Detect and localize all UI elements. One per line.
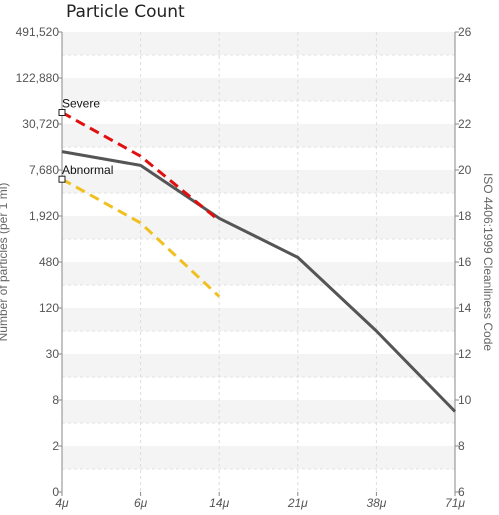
y-tick-label: 30 xyxy=(46,347,60,361)
series-line xyxy=(61,111,221,222)
y2-tick-label: 16 xyxy=(458,255,472,269)
x-tick-label: 71μ xyxy=(445,496,465,510)
grid-band xyxy=(62,400,455,423)
threshold-marker-label: Severe xyxy=(62,97,100,111)
grid-band xyxy=(62,124,455,147)
y2-tick-label: 8 xyxy=(458,439,465,453)
y2-tick-label: 14 xyxy=(458,301,472,315)
x-tick-label: 14μ xyxy=(209,496,229,510)
y2-tick-label: 24 xyxy=(458,71,472,85)
y2-tick-label: 20 xyxy=(458,163,472,177)
right-axis-ticks: 6 8 10 12 14 16 18 20 22 24 26 xyxy=(455,25,472,499)
y-tick-label: 0 xyxy=(52,485,59,499)
y-tick-label: 120 xyxy=(39,301,59,315)
grid-band xyxy=(62,32,455,55)
y2-tick-label: 12 xyxy=(458,347,472,361)
grid-band xyxy=(62,354,455,377)
threshold-markers: Severe Abnormal xyxy=(58,97,113,183)
grid-band xyxy=(62,170,455,193)
series-line xyxy=(61,177,221,298)
series-line xyxy=(61,150,457,413)
x-tick-label: 38μ xyxy=(366,496,386,510)
y-tick-label: 122,880 xyxy=(16,71,60,85)
y2-axis-label: ISO 4406:1999 Cleanliness Code xyxy=(481,173,495,351)
x-tick-label: 6μ xyxy=(134,496,148,510)
threshold-marker xyxy=(58,175,66,183)
y-tick-label: 7,680 xyxy=(29,163,59,177)
y-axis-label: Number of particles (per 1 ml) xyxy=(0,183,10,342)
y-tick-label: 1,920 xyxy=(29,209,59,223)
y2-tick-label: 6 xyxy=(458,485,465,499)
y2-tick-label: 22 xyxy=(458,117,472,131)
x-tick-label: 21μ xyxy=(287,496,308,510)
grid-band xyxy=(62,78,455,101)
left-axis-ticks: 0 2 8 30 120 480 1,920 7,680 30,720 122,880 491,52… xyxy=(16,25,62,499)
y-tick-label: 8 xyxy=(52,393,59,407)
x-axis-ticks: 4μ 6μ 14μ 21μ 38μ 71μ xyxy=(55,492,465,510)
y-tick-label: 2 xyxy=(52,439,59,453)
grid-band xyxy=(62,262,455,285)
threshold-marker xyxy=(58,109,66,116)
plot-background-bands xyxy=(62,32,455,470)
grid-band xyxy=(62,216,455,239)
x-tick-label: 4μ xyxy=(55,496,69,510)
grid-band xyxy=(62,446,455,469)
y2-tick-label: 10 xyxy=(458,393,472,407)
chart-title: Particle Count xyxy=(66,2,185,22)
y-tick-label: 480 xyxy=(39,255,59,269)
grid-band xyxy=(62,308,455,331)
y2-tick-label: 18 xyxy=(458,209,472,223)
vertical-gridlines xyxy=(140,32,377,492)
y-tick-label: 491,520 xyxy=(16,25,60,39)
y-tick-label: 30,720 xyxy=(22,117,59,131)
y2-tick-label: 26 xyxy=(458,25,472,39)
threshold-marker-label: Abnormal xyxy=(62,163,113,177)
series-lines xyxy=(61,111,457,413)
